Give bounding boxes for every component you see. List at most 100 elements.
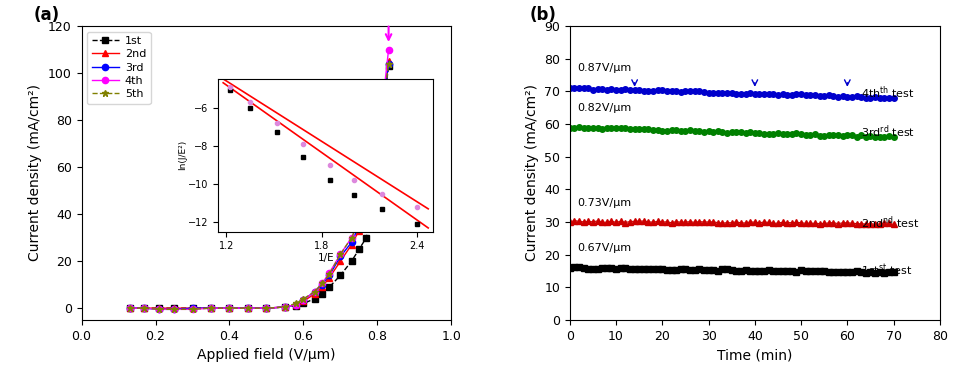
4th: [316, 281, 328, 286]
5th: [353, 219, 364, 224]
4th: [323, 271, 335, 275]
1st: [323, 285, 335, 289]
X-axis label: Applied field (V/μm): Applied field (V/μm): [198, 348, 336, 362]
1st: [279, 305, 291, 309]
1st: [153, 306, 165, 310]
2nd: [279, 305, 291, 309]
2nd: [223, 306, 235, 310]
5th: [205, 306, 217, 310]
2nd: [353, 228, 364, 233]
X-axis label: Time (min): Time (min): [717, 348, 792, 362]
3rd: [372, 148, 384, 153]
4th: [139, 306, 151, 310]
3rd: [316, 282, 328, 287]
3rd: [361, 207, 372, 212]
5th: [279, 305, 291, 309]
4th: [346, 235, 358, 240]
1st: [372, 153, 384, 158]
5th: [124, 306, 135, 310]
1st: [346, 259, 358, 263]
2nd: [205, 306, 217, 310]
3rd: [291, 302, 302, 307]
5th: [139, 306, 151, 310]
2nd: [187, 306, 199, 310]
2nd: [139, 306, 151, 310]
3rd: [323, 273, 335, 278]
4th: [309, 289, 320, 294]
4th: [153, 307, 165, 312]
1st: [297, 301, 309, 306]
4th: [297, 298, 309, 302]
5th: [383, 61, 394, 66]
5th: [323, 272, 335, 276]
4th: [291, 302, 302, 307]
5th: [223, 306, 235, 310]
Legend: 1st, 2nd, 3rd, 4th, 5th: 1st, 2nd, 3rd, 4th, 5th: [87, 32, 151, 104]
1st: [205, 306, 217, 310]
4th: [372, 148, 384, 153]
3rd: [139, 306, 151, 310]
2nd: [291, 302, 302, 307]
2nd: [297, 299, 309, 303]
3rd: [124, 306, 135, 310]
Text: 0.87V/μm: 0.87V/μm: [576, 63, 631, 73]
4th: [243, 306, 254, 310]
Line: 3rd: 3rd: [127, 61, 391, 312]
5th: [153, 307, 165, 312]
4th: [335, 252, 346, 256]
3rd: [297, 298, 309, 302]
Line: 4th: 4th: [127, 46, 391, 312]
2nd: [372, 148, 384, 153]
1st: [124, 306, 135, 310]
3rd: [223, 306, 235, 310]
4th: [205, 306, 217, 310]
Y-axis label: Current density (mA/cm²): Current density (mA/cm²): [29, 84, 42, 262]
4th: [383, 47, 394, 52]
1st: [353, 247, 364, 251]
5th: [346, 235, 358, 240]
3rd: [205, 306, 217, 310]
1st: [168, 306, 179, 310]
3rd: [187, 306, 199, 310]
3rd: [168, 307, 179, 312]
2nd: [309, 292, 320, 296]
2nd: [243, 306, 254, 310]
2nd: [153, 306, 165, 310]
4th: [168, 307, 179, 312]
2nd: [323, 275, 335, 280]
4th: [223, 306, 235, 310]
1st: [139, 306, 151, 310]
2nd: [335, 259, 346, 263]
Line: 2nd: 2nd: [127, 58, 391, 311]
5th: [297, 296, 309, 301]
4th: [353, 219, 364, 224]
Text: 0.82V/μm: 0.82V/μm: [576, 103, 631, 113]
3rd: [309, 289, 320, 294]
5th: [187, 307, 199, 312]
2nd: [316, 285, 328, 289]
Text: 3rd$^{\mathrm{rd}}$ test: 3rd$^{\mathrm{rd}}$ test: [861, 124, 915, 141]
1st: [187, 306, 199, 310]
5th: [335, 252, 346, 256]
1st: [243, 306, 254, 310]
5th: [361, 207, 372, 212]
5th: [372, 148, 384, 153]
1st: [291, 304, 302, 308]
1st: [309, 296, 320, 301]
1st: [316, 292, 328, 296]
Line: 1st: 1st: [127, 63, 391, 311]
4th: [361, 205, 372, 209]
4th: [187, 307, 199, 312]
5th: [291, 301, 302, 306]
2nd: [383, 59, 394, 64]
Text: 0.67V/μm: 0.67V/μm: [576, 243, 631, 253]
3rd: [261, 306, 272, 310]
1st: [335, 273, 346, 278]
5th: [309, 289, 320, 294]
1st: [261, 306, 272, 310]
5th: [261, 306, 272, 310]
2nd: [261, 306, 272, 310]
5th: [168, 307, 179, 312]
Y-axis label: Current density (mA/cm²): Current density (mA/cm²): [525, 84, 539, 262]
3rd: [335, 254, 346, 259]
